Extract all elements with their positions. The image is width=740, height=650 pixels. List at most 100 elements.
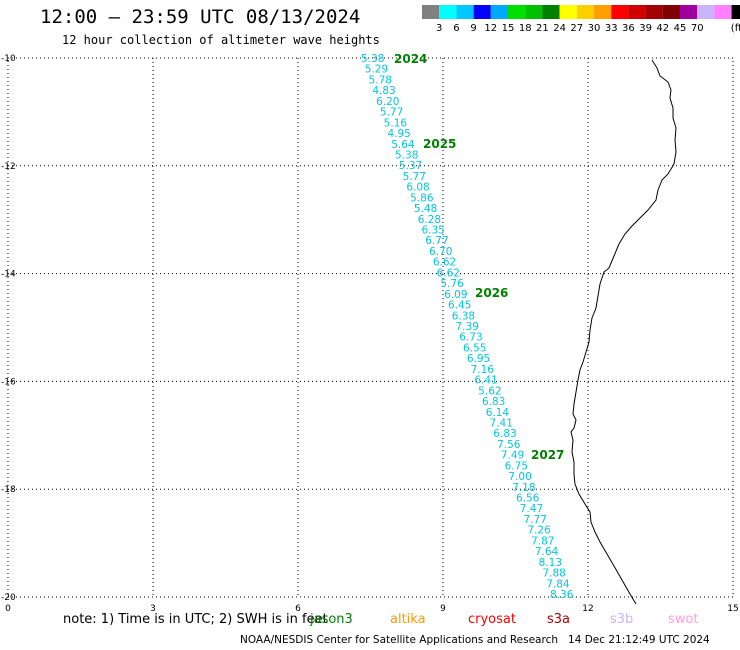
legend-swatch xyxy=(697,5,715,19)
wave-height-value: 6.62 xyxy=(433,257,456,269)
satellite-s3a: s3a xyxy=(547,612,571,627)
wave-height-value: 5.38 xyxy=(361,53,384,65)
wave-height-value: 4.95 xyxy=(387,128,410,140)
wave-height-value: 6.83 xyxy=(493,428,516,440)
legend-label: 18 xyxy=(519,23,532,34)
wave-height-value: 6.28 xyxy=(418,214,441,226)
y-tick-label: -12 xyxy=(1,162,16,172)
legend-label: 9 xyxy=(470,23,476,34)
legend-swatch xyxy=(439,5,457,19)
satellite-altika: altika xyxy=(390,612,426,627)
y-tick-label: -14 xyxy=(1,270,16,280)
wave-height-value: 8.36 xyxy=(550,589,574,601)
wave-height-value: 5.86 xyxy=(410,192,434,204)
map-frame xyxy=(7,57,734,598)
legend-unit: (ft) xyxy=(731,23,740,34)
wave-height-value: 6.55 xyxy=(463,342,486,354)
x-tick-label: 15 xyxy=(727,604,738,614)
axis-ticks: 0 3 6 9 12 15 -10 -12 -14 -16 -18 -20 xyxy=(1,54,739,614)
wave-height-value: 6.41 xyxy=(474,375,497,387)
wave-height-value: 7.49 xyxy=(501,450,524,462)
legend-swatch xyxy=(473,5,491,19)
legend-swatch xyxy=(645,5,663,19)
map-subtitle: 12 hour collection of altimeter wave hei… xyxy=(62,33,380,47)
y-tick-label: -10 xyxy=(1,54,16,64)
wave-height-value: 6.08 xyxy=(406,182,429,194)
map-grid xyxy=(7,57,734,598)
legend-label: 39 xyxy=(639,23,652,34)
satellite-cryosat: cryosat xyxy=(468,612,516,627)
legend-label: 6 xyxy=(453,23,459,34)
wave-height-value: 6.62 xyxy=(437,267,460,279)
track-time-label: 2025 xyxy=(423,137,456,151)
legend-label: 12 xyxy=(484,23,497,34)
legend-label: 30 xyxy=(588,23,601,34)
legend-label: 33 xyxy=(605,23,618,34)
footer-note: note: 1) Time is in UTC; 2) SWH is in fe… xyxy=(63,612,328,627)
track-time-label: 2024 xyxy=(394,52,427,66)
legend-swatch xyxy=(714,5,732,19)
legend-swatch xyxy=(525,5,543,19)
legend-swatch xyxy=(422,5,440,19)
y-tick-label: -20 xyxy=(1,593,16,603)
x-tick-label: 12 xyxy=(582,604,593,614)
wave-height-value: 7.18 xyxy=(512,482,535,494)
wave-height-value: 6.73 xyxy=(459,332,482,344)
wave-height-value: 6.95 xyxy=(467,353,490,365)
wave-height-value: 6.38 xyxy=(452,310,475,322)
wave-height-value: 6.20 xyxy=(376,96,399,108)
satellite-s3b: s3b xyxy=(610,612,634,627)
wave-height-value: 5.62 xyxy=(478,385,501,397)
legend-label: 70 xyxy=(691,23,704,34)
wave-height-value: 5.29 xyxy=(365,64,388,76)
legend-label: 24 xyxy=(553,23,566,34)
legend-swatch xyxy=(508,5,526,19)
y-tick-label: -18 xyxy=(1,485,16,495)
wave-height-value: 5.77 xyxy=(380,107,403,119)
wave-height-value: 7.47 xyxy=(520,503,543,515)
wave-height-value: 5.77 xyxy=(403,171,426,183)
x-tick-label: 6 xyxy=(295,604,301,614)
track-date-labels: 2024 2025 2026 2027 xyxy=(394,52,564,462)
wave-height-value: 5.78 xyxy=(369,74,392,86)
legend-label: 42 xyxy=(656,23,669,34)
wave-height-value: 4.83 xyxy=(372,85,395,97)
wave-height-track: 5.385.295.784.836.205.775.164.955.645.38… xyxy=(361,53,574,601)
wave-height-value: 6.35 xyxy=(421,225,444,237)
legend-swatch xyxy=(559,5,577,19)
legend-label: 27 xyxy=(570,23,583,34)
legend-label: 45 xyxy=(674,23,687,34)
wave-height-value: 7.77 xyxy=(524,514,547,526)
legend-swatch xyxy=(662,5,680,19)
wave-height-value: 7.41 xyxy=(490,417,513,429)
credit-line: NOAA/NESDIS Center for Satellite Applica… xyxy=(240,634,710,646)
wave-height-value: 7.00 xyxy=(508,471,531,483)
wave-height-value: 7.64 xyxy=(535,546,559,558)
legend-swatch xyxy=(628,5,646,19)
legend-label: 3 xyxy=(436,23,442,34)
y-tick-label: -16 xyxy=(1,377,16,387)
wave-height-value: 5.38 xyxy=(395,149,418,161)
wave-height-value: 6.09 xyxy=(444,289,467,301)
legend-swatch xyxy=(456,5,474,19)
wave-height-value: 7.88 xyxy=(542,568,565,580)
x-tick-label: 9 xyxy=(440,604,446,614)
legend-swatch xyxy=(594,5,612,19)
legend-label: 21 xyxy=(536,23,549,34)
wave-height-value: 6.45 xyxy=(448,300,471,312)
track-time-label: 2026 xyxy=(475,286,508,300)
track-time-label: 2027 xyxy=(531,448,564,462)
wave-height-value: 7.26 xyxy=(527,525,551,537)
legend-swatch xyxy=(576,5,594,19)
wave-height-value: 5.48 xyxy=(414,203,437,215)
wave-height-value: 6.83 xyxy=(482,396,505,408)
wave-height-value: 6.56 xyxy=(516,493,540,505)
x-tick-label: 3 xyxy=(150,604,156,614)
legend-swatch xyxy=(490,5,508,19)
wave-height-value: 7.84 xyxy=(546,578,570,590)
wave-height-value: 5.16 xyxy=(384,117,408,129)
wave-height-value: 7.39 xyxy=(456,321,479,333)
map-title: 12:00 – 23:59 UTC 08/13/2024 xyxy=(40,6,361,28)
